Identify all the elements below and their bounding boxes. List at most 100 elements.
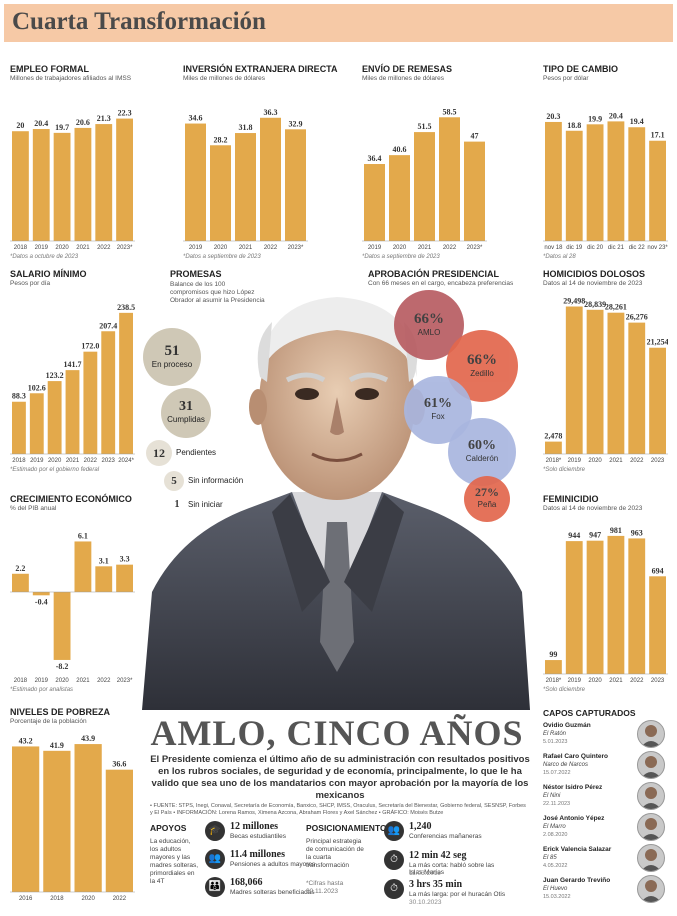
header-banner: Cuarta Transformación: [4, 4, 673, 42]
feminicidio-chart-subtitle: Datos al 14 de noviembre de 2023: [543, 505, 643, 512]
cambio-bar: [649, 140, 666, 241]
crecimiento-bar: [74, 541, 92, 592]
feminicidio-chart-svg: 99 2018* 944 2019 947 2020 981 2021 963 2022 694 20…: [543, 526, 668, 684]
cambio-bar: [545, 121, 562, 241]
salario-category-label: 2022: [84, 458, 98, 464]
capo-name: Néstor Isidro Pérez: [543, 784, 603, 791]
ied-value-label: 32.9: [289, 119, 303, 128]
capo-date: 22.11.2023: [543, 801, 571, 807]
apoyo-value: 12 millones: [230, 821, 279, 832]
salario-chart-svg: 88.3 2018 102.6 2019 123.2 2020 141.7 2021 172.0…: [10, 303, 135, 464]
empleo-bar: [53, 132, 71, 241]
salario-chart-note: *Estimado por el gobierno federal: [10, 467, 100, 473]
empleo-bar: [116, 118, 133, 241]
cambio-category-label: dic 22: [629, 245, 646, 251]
aprobacion-bubble: 27% Peña: [464, 476, 510, 522]
crecimiento-chart-title: CRECIMIENTO ECONÓMICO: [10, 494, 132, 504]
president-portrait-illustration: [142, 297, 530, 710]
empleo-value-label: 21.3: [97, 114, 111, 123]
empleo-category-label: 2018: [14, 245, 28, 251]
posicionamiento-value: 3 hrs 35 min: [409, 879, 463, 890]
empleo-bar: [95, 124, 113, 241]
aprobacion-title: APROBACIÓN PRESIDENCIAL: [368, 269, 500, 279]
feminicidio-value-label: 944: [568, 531, 580, 540]
feminicidio-bar: [607, 535, 625, 674]
salario-category-label: 2024*: [118, 458, 134, 464]
capo-photo-avatar: [637, 751, 665, 779]
feminicidio-value-label: 694: [652, 566, 664, 575]
ied-bar: [210, 145, 231, 241]
capo-date: 2.08.2020: [543, 832, 568, 838]
feminicidio-chart-note: *Solo diciembre: [543, 687, 586, 693]
homicidios-chart-subtitle: Datos al 14 de noviembre de 2023: [543, 280, 643, 287]
capo-alias: El Nini: [543, 793, 561, 799]
ied-category-label: 2021: [239, 245, 253, 251]
homicidios-value-label: 29,498: [563, 297, 585, 306]
crecimiento-value-label: 3.3: [120, 555, 130, 564]
homicidios-bar: [565, 306, 583, 454]
promesa-label: Sin información: [188, 476, 244, 485]
remesas-chart-svg: 36.4 2019 40.6 2020 51.5 2021 58.5 2022 47 2023*: [362, 107, 487, 251]
salario-bar: [47, 381, 62, 454]
capos-title: CAPOS CAPTURADOS: [543, 708, 636, 718]
cambio-bar: [565, 130, 583, 241]
promesa-value: 5: [171, 475, 177, 487]
crecimiento-chart-svg: 2.2 2018 -0.4 2019 -8.2 2020 6.1 2021 3.1 2022 3.3…: [10, 531, 135, 684]
pobreza-category-label: 2016: [19, 896, 33, 902]
capo-photo-avatar: [637, 844, 665, 872]
remesas-category-label: 2021: [418, 245, 432, 251]
feminicidio-bar: [628, 538, 646, 674]
capo-date: 5.01.2023: [543, 739, 568, 745]
remesas-bar: [389, 155, 410, 241]
remesas-value-label: 36.4: [368, 154, 382, 163]
salario-category-label: 2020: [48, 458, 62, 464]
salario-value-label: 88.3: [12, 392, 26, 401]
remesas-category-label: 2023*: [467, 245, 483, 251]
empleo-value-label: 20.6: [76, 118, 90, 127]
homicidios-category-label: 2019: [568, 458, 582, 464]
remesas-category-label: 2022: [443, 245, 457, 251]
crecimiento-bar: [116, 564, 133, 592]
homicidios-category-label: 2023: [651, 458, 665, 464]
cambio-chart-subtitle: Pesos por dólar: [543, 75, 589, 82]
apoyo-icon: 👪: [205, 877, 225, 897]
homicidios-chart-svg: 2,478 2018* 29,498 2019 28,839 2020 28,261 2021…: [543, 297, 668, 464]
promesas-subtitle: Balance de los 100 compromisos que hizo …: [170, 281, 265, 304]
capo-alias: El Marro: [543, 824, 566, 830]
empleo-chart-note: *Datos a octubre de 2023: [10, 254, 79, 260]
capo-photo-avatar: [637, 875, 665, 903]
apoyo-label: Pensiones a adultos mayores: [230, 861, 316, 868]
pobreza-category-label: 2022: [113, 896, 127, 902]
homicidios-category-label: 2020: [588, 458, 602, 464]
ied-value-label: 28.2: [214, 135, 228, 144]
feminicidio-value-label: 947: [589, 531, 601, 540]
posicionamiento-icon: 👥: [384, 821, 404, 841]
crecimiento-bar: [95, 566, 113, 592]
remesas-bar: [439, 117, 460, 241]
empleo-chart-title: EMPLEO FORMAL: [10, 64, 89, 74]
empleo-category-label: 2020: [55, 245, 69, 251]
empleo-value-label: 20: [16, 121, 24, 130]
promesa-bubble: 12 Pendientes: [146, 440, 216, 466]
remesas-value-label: 47: [471, 132, 479, 141]
cambio-category-label: dic 20: [587, 245, 604, 251]
crecimiento-bar: [12, 573, 29, 592]
crecimiento-bar: [32, 592, 50, 596]
cambio-chart-svg: 20.3 nov 18 18.8 dic 19 19.9 dic 20 20.4 dic 21…: [543, 111, 668, 251]
cambio-category-label: dic 21: [608, 245, 625, 251]
aprobacion-bubble: 60% Calderón: [448, 418, 516, 486]
salario-bar: [29, 393, 44, 454]
apoyo-icon: 👥: [205, 849, 225, 869]
empleo-value-label: 20.4: [34, 119, 48, 128]
cambio-bar: [586, 124, 604, 241]
feminicidio-bar: [565, 541, 583, 674]
empleo-bar: [12, 131, 29, 241]
salario-bar: [83, 351, 98, 454]
salario-value-label: 238.5: [117, 303, 135, 312]
feminicidio-value-label: 981: [610, 526, 622, 535]
ied-value-label: 36.3: [264, 108, 278, 117]
salario-bar: [65, 370, 80, 454]
crecimiento-value-label: 2.2: [15, 564, 25, 573]
apoyo-value: 11.4 millones: [230, 849, 286, 860]
crecimiento-category-label: 2022: [97, 678, 111, 684]
